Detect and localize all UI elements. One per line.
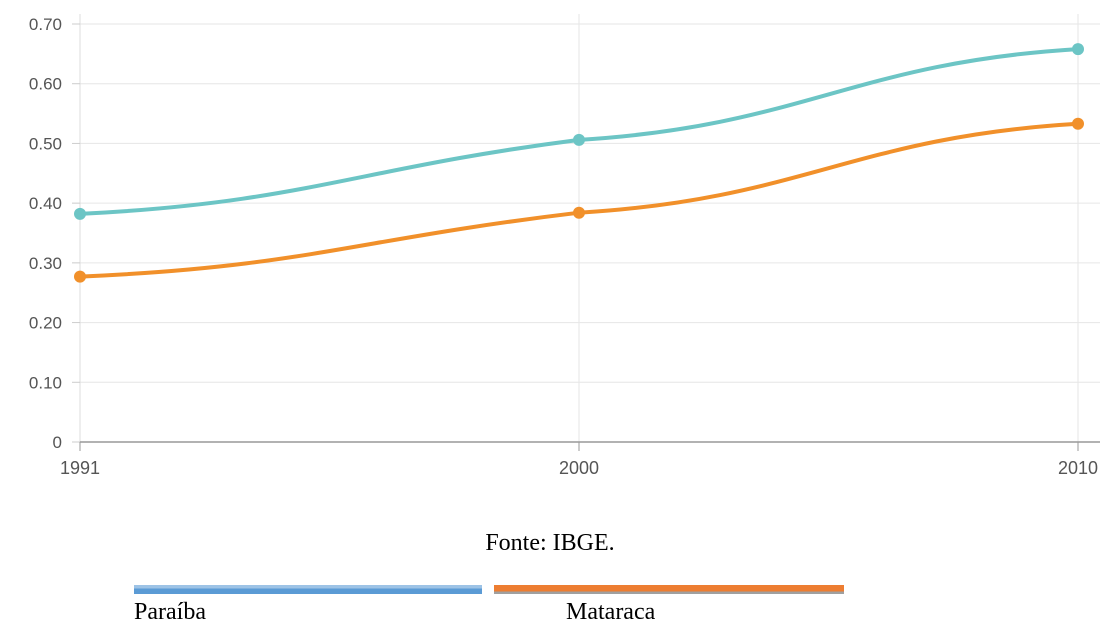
y-tick-label: 0.20 bbox=[29, 314, 62, 333]
legend-label-mataraca: Mataraca bbox=[566, 599, 656, 625]
line-chart: 0 0.10 0.20 0.30 0.40 0.50 0.60 0.70 1991 2000 20… bbox=[29, 14, 1100, 478]
x-tick-label: 2000 bbox=[559, 458, 599, 478]
legend-swatch-mataraca bbox=[494, 585, 844, 594]
y-axis-ticks: 0 0.10 0.20 0.30 0.40 0.50 0.60 0.70 bbox=[29, 15, 80, 452]
data-point-paraiba[interactable] bbox=[573, 133, 585, 146]
y-tick-label: 0.70 bbox=[29, 15, 62, 34]
y-tick-label: 0.30 bbox=[29, 254, 62, 273]
data-point-mataraca[interactable] bbox=[74, 270, 86, 283]
y-tick-label: 0.60 bbox=[29, 75, 62, 94]
data-point-mataraca[interactable] bbox=[1072, 117, 1084, 130]
legend-label-paraiba: Paraíba bbox=[134, 599, 206, 625]
x-tick-label: 1991 bbox=[60, 458, 100, 478]
y-tick-label: 0.40 bbox=[29, 194, 62, 213]
grid-lines bbox=[80, 14, 1100, 442]
data-point-mataraca[interactable] bbox=[573, 206, 585, 219]
x-tick-label: 2010 bbox=[1058, 458, 1098, 478]
legend-swatch-paraiba bbox=[134, 585, 482, 594]
source-caption: Fonte: IBGE. bbox=[485, 530, 615, 556]
y-tick-label: 0 bbox=[53, 433, 62, 452]
y-tick-label: 0.10 bbox=[29, 373, 62, 392]
x-axis-ticks: 1991 2000 2010 bbox=[60, 442, 1098, 478]
series-group bbox=[74, 43, 1084, 283]
y-tick-label: 0.50 bbox=[29, 134, 62, 153]
data-point-paraiba[interactable] bbox=[74, 207, 86, 220]
data-point-paraiba[interactable] bbox=[1072, 43, 1084, 56]
